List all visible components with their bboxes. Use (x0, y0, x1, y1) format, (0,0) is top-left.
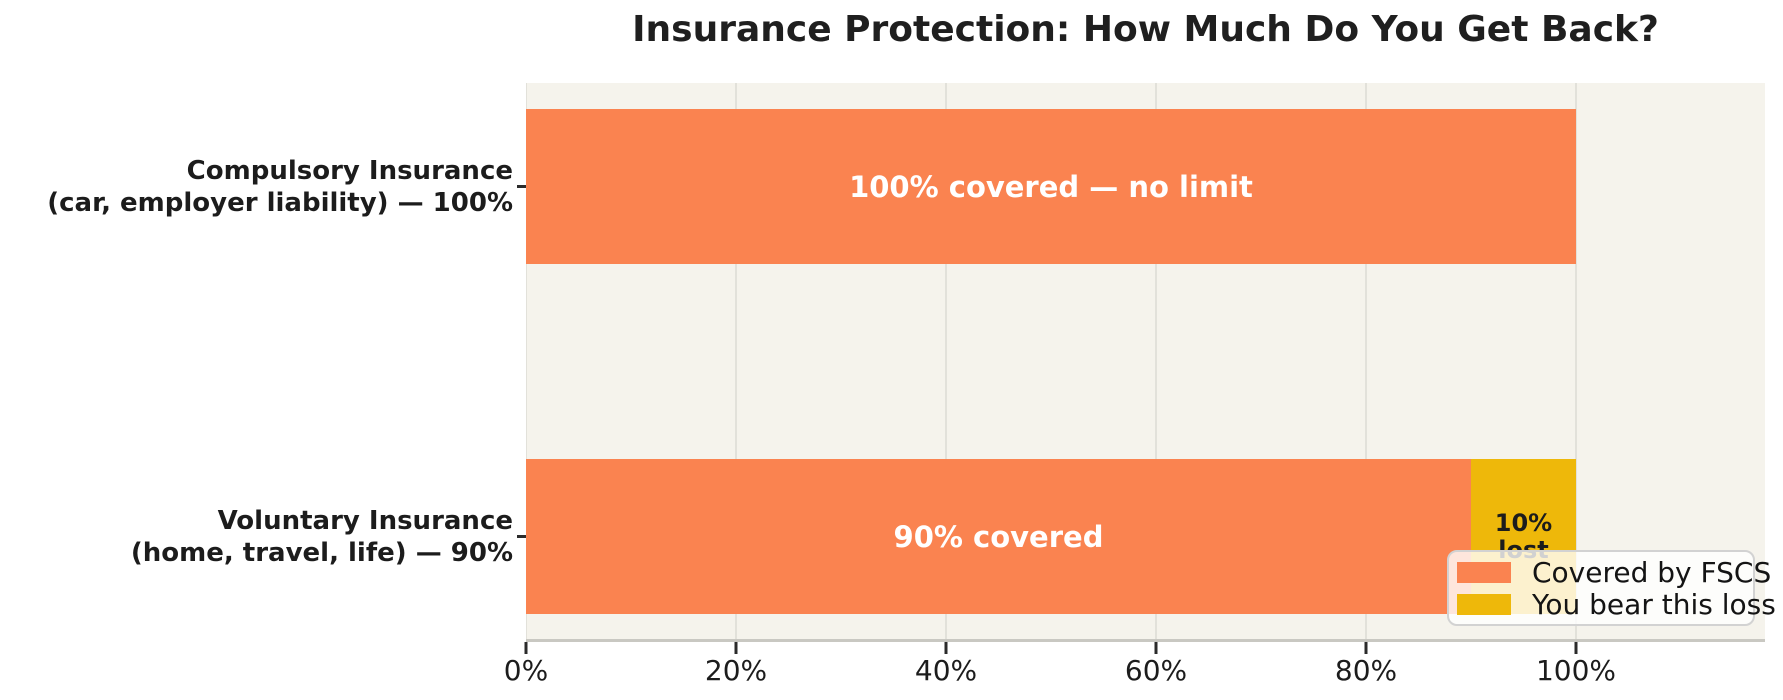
x-axis-tick-label: 0% (503, 654, 549, 687)
bar-label-covered: 100% covered — no limit (849, 169, 1253, 204)
x-axis-tick (1154, 642, 1158, 654)
gridline-layer (526, 83, 1765, 640)
x-axis-tick (524, 642, 528, 654)
x-axis-tick-label: 40% (914, 654, 978, 687)
legend-label-loss: You bear this loss (1532, 587, 1776, 621)
x-axis-tick-label: 100% (1535, 654, 1617, 687)
legend-entry-loss: You bear this loss (1457, 588, 1776, 621)
gridline (1575, 83, 1577, 640)
gridline (1155, 83, 1157, 640)
x-axis-tick (1364, 642, 1368, 654)
bar-label-covered: 90% covered (893, 519, 1104, 554)
x-axis-tick (944, 642, 948, 654)
y-axis-tick (517, 185, 527, 188)
plot-area: 100% covered — no limit 90% covered 10% … (526, 83, 1765, 640)
legend-entry-covered: Covered by FSCS (1457, 556, 1771, 589)
x-axis-spine (526, 639, 1765, 642)
x-axis-tick-label: 60% (1124, 654, 1188, 687)
bar-row-compulsory: 100% covered — no limit (526, 109, 1765, 264)
x-axis: 0% 20% 40% 60% 80% 100% (504, 642, 1765, 697)
legend: Covered by FSCS You bear this loss (1447, 550, 1776, 626)
y-axis-label-line: Compulsory Insurance (186, 156, 513, 186)
gridline (735, 83, 737, 640)
y-axis-label-compulsory: Compulsory Insurance (car, employer liab… (0, 155, 513, 219)
bar-segment-covered: 100% covered — no limit (526, 109, 1576, 264)
y-axis-label-line: Voluntary Insurance (217, 506, 513, 536)
bar-segment-covered: 90% covered (526, 459, 1471, 614)
x-axis-tick (734, 642, 738, 654)
legend-label-covered: Covered by FSCS (1532, 555, 1772, 589)
chart-title: Insurance Protection: How Much Do You Ge… (632, 9, 1659, 50)
bar-row-voluntary: 90% covered 10% lost (526, 459, 1765, 614)
gridline (1365, 83, 1367, 640)
y-axis-label-line: (home, travel, life) — 90% (130, 538, 513, 568)
x-axis-tick-label: 80% (1334, 654, 1398, 687)
y-axis-label-line: (car, employer liability) — 100% (47, 188, 513, 218)
gridline (945, 83, 947, 640)
legend-swatch-loss (1457, 593, 1511, 615)
y-axis-tick (517, 535, 527, 538)
x-axis-tick-label: 20% (704, 654, 768, 687)
y-axis-label-voluntary: Voluntary Insurance (home, travel, life)… (0, 505, 513, 569)
gridline (526, 83, 527, 640)
legend-swatch-covered (1457, 561, 1511, 583)
x-axis-tick (1574, 642, 1578, 654)
